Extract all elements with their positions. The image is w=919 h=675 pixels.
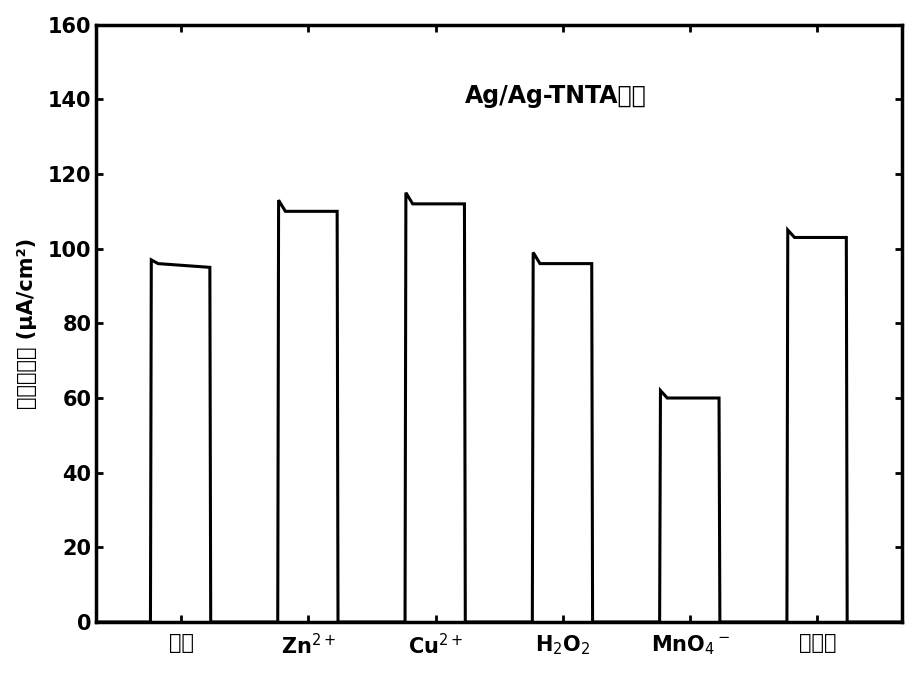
Y-axis label: 光电流密度 (μA/cm²): 光电流密度 (μA/cm²) (17, 238, 37, 409)
Text: Ag/Ag-TNTA电极: Ag/Ag-TNTA电极 (465, 84, 647, 109)
